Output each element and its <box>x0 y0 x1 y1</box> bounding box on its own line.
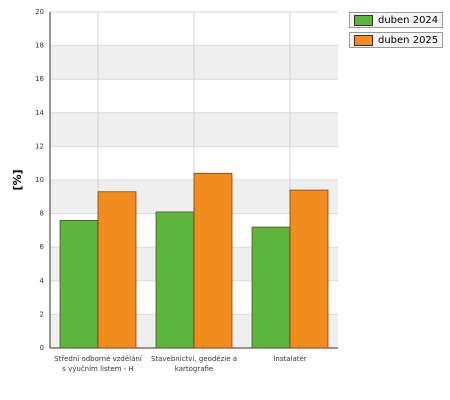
legend-swatch <box>354 14 373 26</box>
bar <box>155 211 195 349</box>
bar <box>193 172 233 349</box>
y-tick-label: 2 <box>40 310 44 318</box>
legend-swatch <box>354 34 373 46</box>
bar <box>251 226 291 349</box>
legend-item: duben 2025 <box>349 32 443 48</box>
bar <box>59 219 99 349</box>
y-tick-label: 20 <box>35 8 44 16</box>
y-tick-label: 0 <box>40 344 44 352</box>
y-tick-label: 18 <box>35 42 44 50</box>
x-tick-label: Instalatér <box>273 355 307 363</box>
y-tick-label: 10 <box>35 176 44 184</box>
y-tick-label: 8 <box>40 210 44 218</box>
y-tick-label: 12 <box>35 142 44 150</box>
bar <box>97 191 137 349</box>
x-tick-label: Stavebnictví, geodézie a kartografie <box>150 355 238 373</box>
x-tick-label: Střední odborné vzdělání s výučním liste… <box>54 355 142 373</box>
y-axis-label: [%] <box>11 169 24 190</box>
legend-label: duben 2025 <box>378 34 439 46</box>
y-tick-label: 16 <box>35 75 44 83</box>
y-tick-label: 14 <box>35 109 44 117</box>
bar <box>289 189 329 349</box>
legend-item: duben 2024 <box>349 12 443 28</box>
y-tick-label: 6 <box>40 243 45 251</box>
legend-label: duben 2024 <box>378 14 439 26</box>
y-tick-label: 4 <box>40 277 45 285</box>
